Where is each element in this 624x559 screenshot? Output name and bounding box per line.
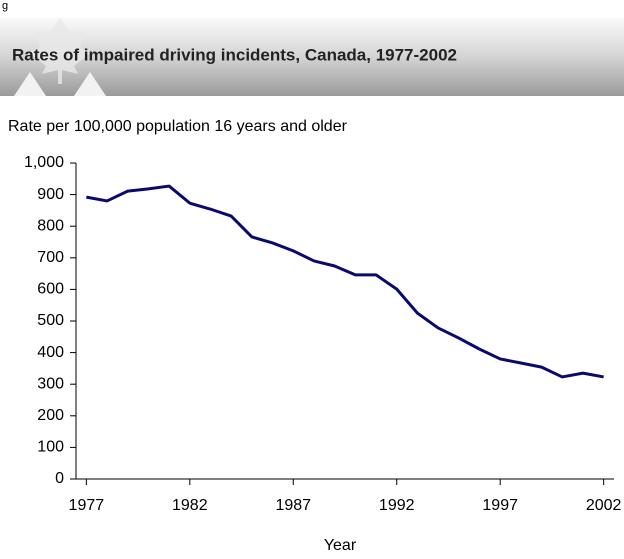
x-axis-title: Year <box>324 537 357 554</box>
header-band <box>0 18 624 96</box>
y-tick-label: 100 <box>37 439 64 456</box>
y-tick-label: 900 <box>37 186 64 203</box>
maple-leaf <box>28 18 92 84</box>
y-tick-label: 800 <box>37 217 64 234</box>
y-tick-label: 0 <box>55 470 64 487</box>
y-tick-label: 400 <box>37 344 64 361</box>
y-tick-label: 1,000 <box>24 154 64 171</box>
y-tick-label: 700 <box>37 249 64 266</box>
header-triangles <box>14 72 106 96</box>
y-tick-label: 300 <box>37 375 64 392</box>
x-tick-label: 1982 <box>172 497 208 514</box>
y-tick-label: 200 <box>37 407 64 424</box>
x-tick-label: 2002 <box>586 497 622 514</box>
y-tick-label: 600 <box>37 281 64 298</box>
header-fragment: g <box>2 0 8 12</box>
y-axis-title: Rate per 100,000 population 16 years and… <box>8 118 348 135</box>
y-tick-label: 500 <box>37 312 64 329</box>
x-tick-label: 1992 <box>379 497 415 514</box>
header-title: Rates of impaired driving incidents, Can… <box>12 45 457 64</box>
x-tick-label: 1997 <box>482 497 518 514</box>
x-tick-label: 1977 <box>69 497 105 514</box>
data-line <box>86 184 604 379</box>
x-tick-label: 1987 <box>275 497 311 514</box>
